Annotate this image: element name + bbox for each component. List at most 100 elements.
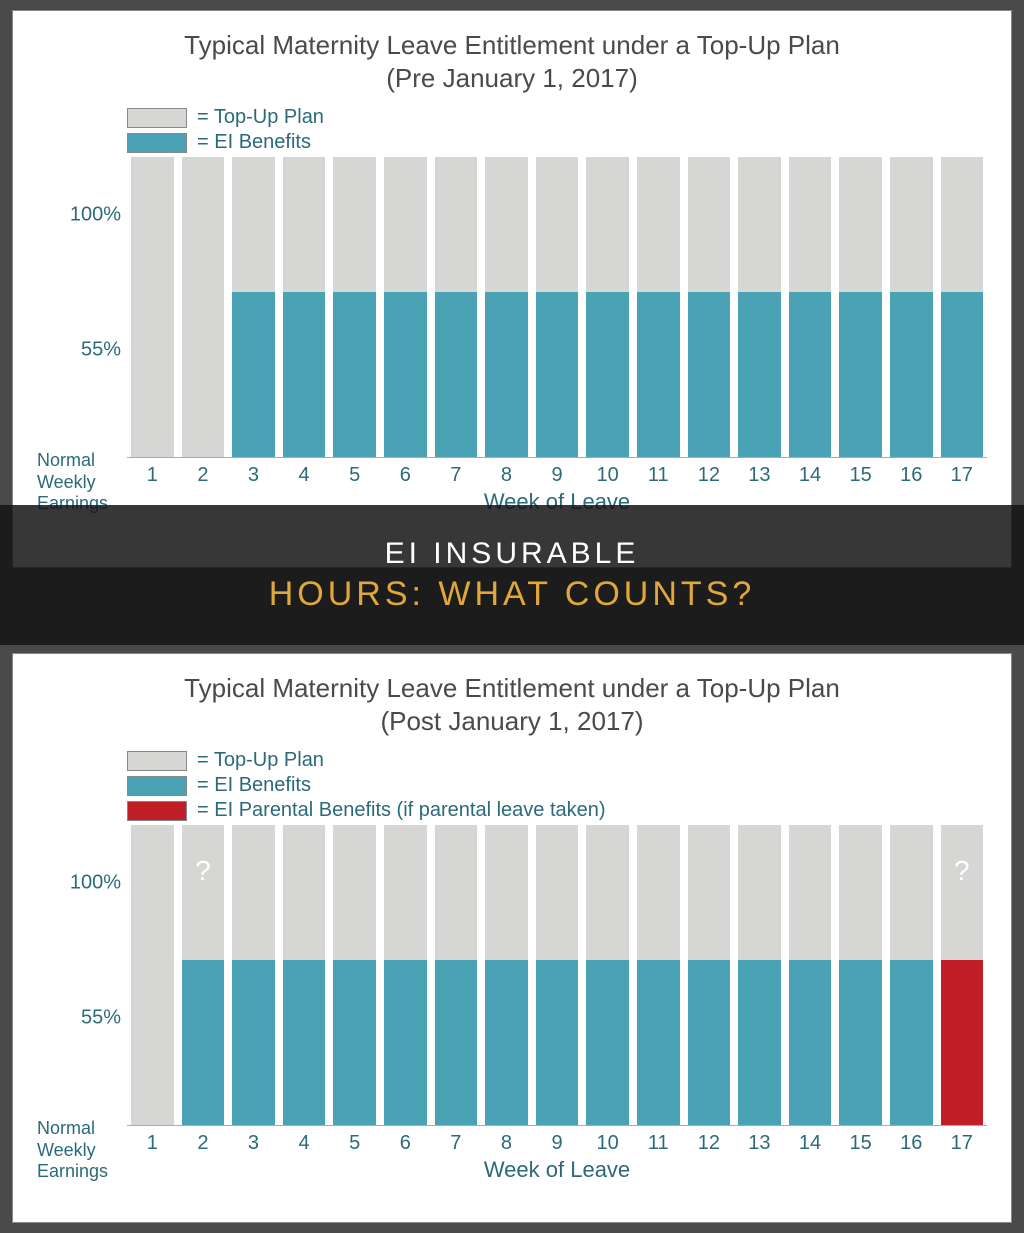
x-tick-label: 16 bbox=[886, 464, 937, 487]
bar-segment bbox=[637, 960, 680, 1125]
legend-label: = EI Benefits bbox=[197, 774, 311, 797]
bar-segment bbox=[536, 960, 579, 1125]
bar-column bbox=[228, 825, 279, 1125]
bars: ?? bbox=[127, 826, 987, 1126]
x-tick-label: 5 bbox=[329, 1132, 380, 1155]
bar-segment bbox=[688, 960, 731, 1125]
y-tick-label: 100% bbox=[70, 872, 121, 895]
bar-segment bbox=[738, 960, 781, 1125]
legend-swatch bbox=[127, 801, 187, 821]
x-tick-label: 1 bbox=[127, 464, 178, 487]
bar-segment bbox=[232, 825, 275, 960]
bar-column bbox=[785, 825, 836, 1125]
bar-column bbox=[684, 157, 735, 457]
bar-segment bbox=[182, 825, 225, 960]
bar-segment bbox=[890, 157, 933, 292]
y-tick-label: 100% bbox=[70, 204, 121, 227]
bar-segment bbox=[283, 157, 326, 292]
x-tick-label: 3 bbox=[228, 1132, 279, 1155]
bar-segment bbox=[536, 157, 579, 292]
bar-column bbox=[582, 157, 633, 457]
bar-segment bbox=[536, 825, 579, 960]
bar-column: ? bbox=[937, 825, 988, 1125]
bar-segment bbox=[384, 157, 427, 292]
bar-column bbox=[532, 825, 583, 1125]
bar-segment bbox=[131, 157, 174, 457]
bar-column bbox=[279, 157, 330, 457]
x-tick-label: 2 bbox=[178, 1132, 229, 1155]
bar-segment bbox=[435, 960, 478, 1125]
bar-column bbox=[684, 825, 735, 1125]
bar-segment bbox=[131, 825, 174, 1125]
bar-segment bbox=[283, 292, 326, 457]
x-tick-label: 12 bbox=[684, 464, 735, 487]
bar-segment bbox=[586, 157, 629, 292]
bar-column bbox=[532, 157, 583, 457]
bar-column bbox=[633, 157, 684, 457]
legend-row: = EI Benefits bbox=[127, 131, 987, 154]
bar-column bbox=[785, 157, 836, 457]
bar-segment bbox=[941, 157, 984, 292]
bar-segment bbox=[283, 960, 326, 1125]
legend-label: = Top-Up Plan bbox=[197, 106, 324, 129]
bar-column bbox=[886, 825, 937, 1125]
chart-title: Typical Maternity Leave Entitlement unde… bbox=[37, 29, 987, 94]
bar-column bbox=[127, 825, 178, 1125]
bar-column bbox=[835, 157, 886, 457]
bar-segment bbox=[688, 157, 731, 292]
bar-segment bbox=[333, 825, 376, 960]
x-tick-label: 10 bbox=[582, 464, 633, 487]
bar-segment bbox=[789, 157, 832, 292]
bar-segment bbox=[485, 157, 528, 292]
legend-swatch bbox=[127, 751, 187, 771]
x-tick-label: 7 bbox=[431, 1132, 482, 1155]
bar-column bbox=[380, 157, 431, 457]
x-tick-label: 9 bbox=[532, 464, 583, 487]
bar-column bbox=[127, 157, 178, 457]
bar-column bbox=[734, 157, 785, 457]
chart-title-line2: (Post January 1, 2017) bbox=[380, 706, 643, 736]
bar-segment bbox=[738, 825, 781, 960]
x-tick-label: 8 bbox=[481, 1132, 532, 1155]
chart-title-line1: Typical Maternity Leave Entitlement unde… bbox=[184, 30, 840, 60]
overlay-text-line2: HOURS: WHAT COUNTS? bbox=[269, 575, 756, 614]
y-tick-label: 55% bbox=[81, 1007, 121, 1030]
bar-segment bbox=[738, 157, 781, 292]
bar-column: ? bbox=[178, 825, 229, 1125]
x-tick-label: 2 bbox=[178, 464, 229, 487]
bar-segment bbox=[586, 292, 629, 457]
bar-segment bbox=[890, 292, 933, 457]
bar-segment bbox=[232, 292, 275, 457]
bar-segment bbox=[839, 960, 882, 1125]
bar-segment bbox=[789, 825, 832, 960]
y-base-label: NormalWeeklyEarnings bbox=[37, 1118, 121, 1183]
x-axis-labels: 1234567891011121314151617 bbox=[127, 464, 987, 487]
bar-segment bbox=[941, 825, 984, 960]
legend-row: = EI Parental Benefits (if parental leav… bbox=[127, 799, 987, 822]
overlay-text-line1: EI INSURABLE bbox=[385, 537, 640, 571]
legend-label: = EI Parental Benefits (if parental leav… bbox=[197, 799, 606, 822]
bar-segment bbox=[586, 825, 629, 960]
bars bbox=[127, 158, 987, 458]
chart-panel-post-2017: Typical Maternity Leave Entitlement unde… bbox=[12, 653, 1012, 1223]
bar-segment bbox=[586, 960, 629, 1125]
chart-title-line1: Typical Maternity Leave Entitlement unde… bbox=[184, 673, 840, 703]
legend-swatch bbox=[127, 776, 187, 796]
chart-plot: 100%55%NormalWeeklyEarnings 123456789101… bbox=[37, 158, 987, 515]
bar-segment bbox=[890, 960, 933, 1125]
chart-legend: = Top-Up Plan= EI Benefits bbox=[127, 106, 987, 154]
x-tick-label: 13 bbox=[734, 464, 785, 487]
bar-segment bbox=[789, 960, 832, 1125]
bar-segment bbox=[182, 960, 225, 1125]
x-tick-label: 9 bbox=[532, 1132, 583, 1155]
x-tick-label: 6 bbox=[380, 1132, 431, 1155]
bar-column bbox=[279, 825, 330, 1125]
bar-column bbox=[481, 825, 532, 1125]
x-axis-labels: 1234567891011121314151617 bbox=[127, 1132, 987, 1155]
legend-swatch bbox=[127, 108, 187, 128]
bar-column bbox=[228, 157, 279, 457]
bar-column bbox=[431, 825, 482, 1125]
x-tick-label: 1 bbox=[127, 1132, 178, 1155]
chart-title-line2: (Pre January 1, 2017) bbox=[386, 63, 637, 93]
overlay-banner: EI INSURABLE HOURS: WHAT COUNTS? bbox=[0, 505, 1024, 645]
